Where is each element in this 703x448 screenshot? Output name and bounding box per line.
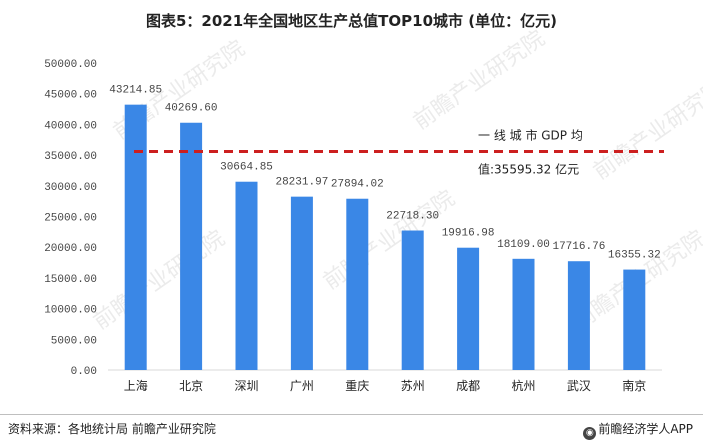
data-label: 40269.60 [165, 103, 218, 115]
data-label: 16355.32 [608, 250, 661, 262]
data-label: 17716.76 [552, 241, 605, 253]
bar [346, 198, 369, 370]
x-tick-label: 重庆 [345, 379, 369, 393]
bar [623, 269, 646, 370]
bar [401, 230, 424, 370]
data-label: 22718.30 [386, 211, 439, 223]
x-tick-label: 杭州 [511, 378, 535, 393]
bar [124, 104, 147, 370]
y-tick-label: 20000.00 [44, 243, 97, 255]
data-label: 43214.85 [109, 85, 162, 97]
x-tick-label: 上海 [124, 378, 148, 393]
y-tick-label: 0.00 [71, 366, 97, 378]
x-tick-label: 南京 [622, 378, 646, 393]
x-tick-label: 北京 [179, 379, 203, 393]
y-tick-label: 45000.00 [44, 90, 97, 102]
y-tick-label: 30000.00 [44, 182, 97, 194]
data-label: 27894.02 [331, 179, 384, 191]
watermark-text: 前瞻产业研究院 [89, 226, 230, 335]
data-label: 28231.97 [275, 177, 328, 189]
qianzhan-logo-icon: ◉ [583, 427, 597, 440]
reference-label-line2: 值:35595.32 亿元 [478, 161, 579, 176]
chart-title: 图表5：2021年全国地区生产总值TOP10城市 (单位：亿元) [146, 12, 557, 30]
bar [457, 247, 480, 370]
brand-credit: ◉ 前瞻经济学人APP [583, 420, 693, 440]
source-note: 资料来源：各地统计局 前瞻产业研究院 [8, 422, 216, 436]
y-tick-label: 10000.00 [44, 305, 97, 317]
x-tick-label: 武汉 [567, 379, 591, 393]
reference-label-line1: 一 线 城 市 GDP 均 [478, 127, 583, 142]
y-tick-label: 50000.00 [44, 59, 97, 71]
bar [235, 181, 258, 370]
watermark-text: 前瞻产业研究院 [589, 76, 703, 185]
bar [290, 196, 313, 370]
data-label: 19916.98 [442, 228, 495, 240]
watermark-text: 前瞻产业研究院 [319, 186, 460, 295]
footer-divider [0, 414, 703, 415]
watermark-text: 前瞻产业研究院 [409, 26, 550, 135]
bar [180, 122, 203, 370]
bar [512, 258, 535, 370]
y-tick-label: 15000.00 [44, 274, 97, 286]
y-tick-label: 5000.00 [51, 335, 97, 347]
data-label: 18109.00 [497, 239, 550, 251]
x-tick-label: 苏州 [401, 379, 425, 393]
y-tick-label: 40000.00 [44, 120, 97, 132]
bar [567, 261, 590, 370]
x-tick-label: 成都 [456, 379, 480, 393]
bar-chart: 前瞻产业研究院前瞻产业研究院前瞻产业研究院前瞻产业研究院前瞻产业研究院前瞻产业研… [44, 26, 703, 393]
brand-name: 前瞻经济学人APP [598, 422, 693, 436]
x-tick-label: 广州 [290, 379, 314, 393]
y-tick-label: 35000.00 [44, 151, 97, 163]
x-tick-label: 深圳 [234, 379, 258, 393]
data-label: 30664.85 [220, 162, 273, 174]
y-tick-label: 25000.00 [44, 213, 97, 225]
